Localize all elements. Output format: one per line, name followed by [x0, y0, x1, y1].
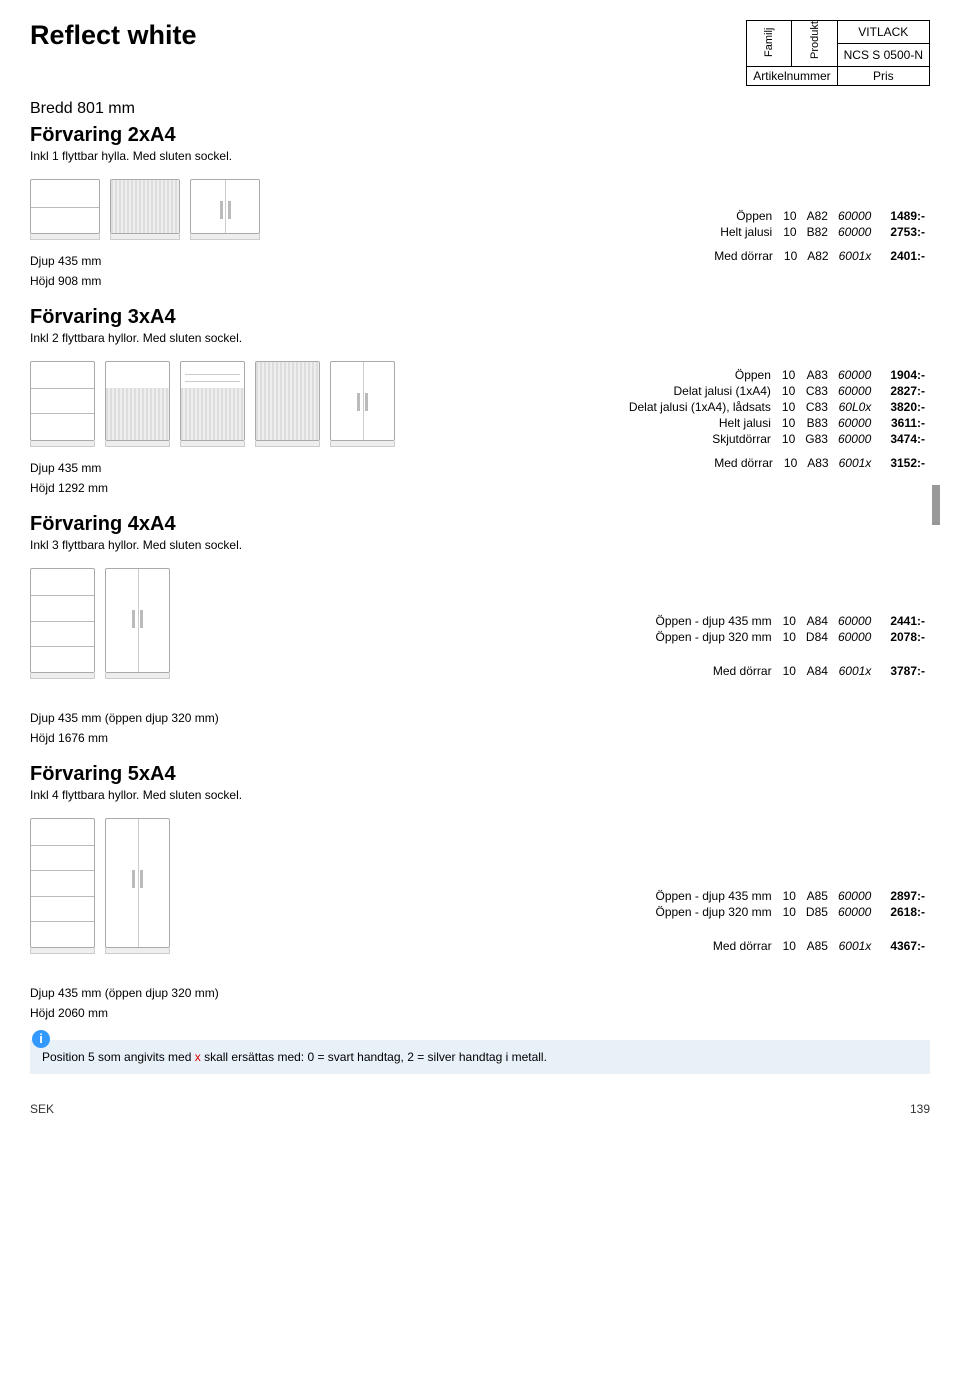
section-title-4xa4: Förvaring 4xA4 [30, 513, 930, 536]
price-row: Med dörrar10A836001x3152:- [709, 455, 930, 471]
col-produkt: Produkt [809, 23, 821, 61]
price-row: Öppen - djup 320 mm10D84600002078:- [651, 629, 931, 645]
pris-header: Pris [837, 67, 929, 86]
price-row: Öppen10A83600001904:- [624, 367, 930, 383]
dim-height-2xa4: Höjd 908 mm [30, 274, 101, 288]
section-note-2xa4: Inkl 1 flyttbar hylla. Med sluten sockel… [30, 149, 930, 163]
product-images-5xa4 [30, 818, 170, 954]
ncs-label: NCS S 0500-N [837, 44, 929, 67]
dim-depth-5xa4: Djup 435 mm (öppen djup 320 mm) [30, 986, 930, 1000]
price-row: Skjutdörrar10G83600003474:- [624, 431, 930, 447]
dim-depth-4xa4: Djup 435 mm (öppen djup 320 mm) [30, 711, 930, 725]
price-row: Öppen - djup 320 mm10D85600002618:- [651, 904, 931, 920]
price-row: Helt jalusi10B82600002753:- [715, 224, 930, 240]
price-row: Med dörrar10A856001x4367:- [651, 938, 931, 954]
section-title-2xa4: Förvaring 2xA4 [30, 124, 930, 147]
price-row: Med dörrar10A846001x3787:- [651, 663, 931, 679]
price-row: Delat jalusi (1xA4), lådsats10C8360L0x38… [624, 399, 930, 415]
price-row: Öppen - djup 435 mm10A85600002897:- [651, 888, 931, 904]
col-familj: Familj [763, 23, 775, 61]
product-images-4xa4 [30, 568, 170, 679]
footer-currency: SEK [30, 1102, 54, 1116]
header-legend: Familj Produkt VITLACK NCS S 0500-N Arti… [746, 20, 930, 86]
artnr-header: Artikelnummer [747, 67, 837, 86]
price-row: Delat jalusi (1xA4)10C83600002827:- [624, 383, 930, 399]
section-note-3xa4: Inkl 2 flyttbara hyllor. Med sluten sock… [30, 331, 930, 345]
page-title: Reflect white [30, 20, 197, 51]
footnote-post: skall ersättas med: 0 = svart handtag, 2… [201, 1050, 547, 1064]
door-price-3xa4: Med dörrar10A836001x3152:- [709, 455, 930, 471]
dim-depth-2xa4: Djup 435 mm [30, 254, 101, 268]
page-tab [932, 485, 940, 525]
dim-height-4xa4: Höjd 1676 mm [30, 731, 930, 745]
section-title-5xa4: Förvaring 5xA4 [30, 763, 930, 786]
price-table-5xa4: Öppen - djup 435 mm10A85600002897:- Öppe… [651, 888, 931, 954]
dim-depth-3xa4: Djup 435 mm [30, 461, 108, 475]
price-table-4xa4: Öppen - djup 435 mm10A84600002441:- Öppe… [651, 613, 931, 679]
dim-height-3xa4: Höjd 1292 mm [30, 481, 108, 495]
section-note-5xa4: Inkl 4 flyttbara hyllor. Med sluten sock… [30, 788, 930, 802]
info-icon: i [32, 1030, 50, 1048]
footnote-pre: Position 5 som angivits med [42, 1050, 195, 1064]
product-images-3xa4 [30, 361, 395, 447]
footer-page: 139 [910, 1102, 930, 1116]
product-images-2xa4 [30, 179, 260, 240]
section-title-3xa4: Förvaring 3xA4 [30, 306, 930, 329]
footnote-box: i Position 5 som angivits med x skall er… [30, 1040, 930, 1074]
price-table-2xa4: Öppen10A82600001489:- Helt jalusi10B8260… [715, 208, 930, 240]
dim-height-5xa4: Höjd 2060 mm [30, 1006, 930, 1020]
price-table-3xa4: Öppen10A83600001904:- Delat jalusi (1xA4… [624, 367, 930, 447]
price-row: Med dörrar10A826001x2401:- [709, 248, 930, 264]
price-row: Öppen10A82600001489:- [715, 208, 930, 224]
width-label: Bredd 801 mm [30, 100, 930, 118]
door-price-2xa4: Med dörrar10A826001x2401:- [709, 248, 930, 264]
section-note-4xa4: Inkl 3 flyttbara hyllor. Med sluten sock… [30, 538, 930, 552]
finish-label: VITLACK [837, 21, 929, 44]
price-row: Helt jalusi10B83600003611:- [624, 415, 930, 431]
price-row: Öppen - djup 435 mm10A84600002441:- [651, 613, 931, 629]
